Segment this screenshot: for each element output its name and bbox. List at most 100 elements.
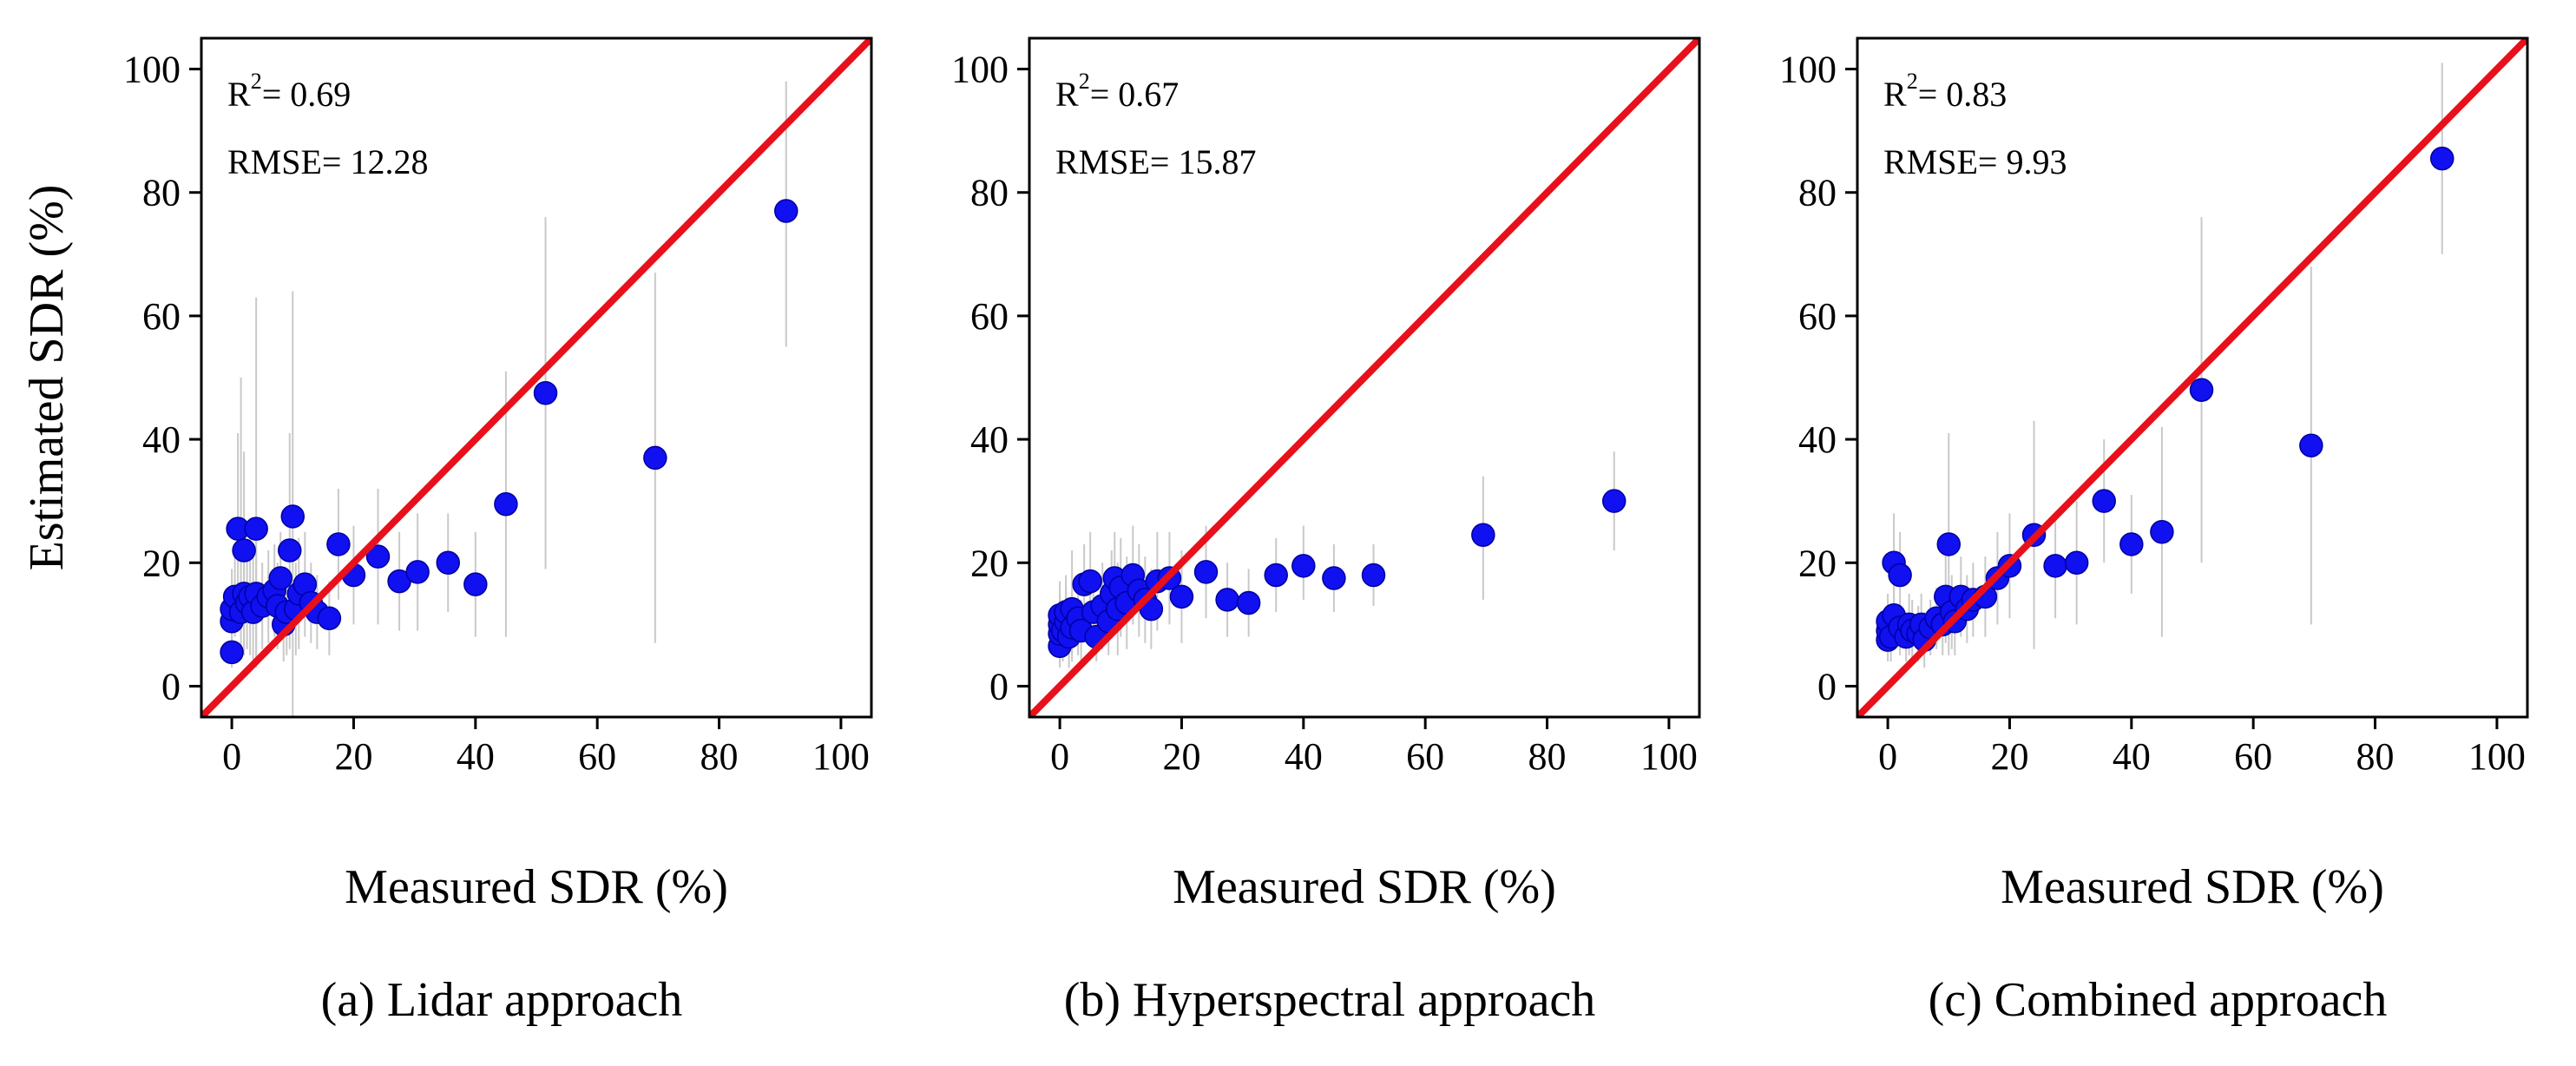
r-squared-label: R2= 0.67 [1055, 69, 1179, 114]
data-point [2189, 378, 2214, 402]
panel-caption: (a) Lidar approach [321, 973, 683, 1027]
x-axis-title: Measured SDR (%) [2001, 860, 2384, 914]
x-tick-label: 0 [222, 735, 241, 778]
y-tick-label: 60 [142, 295, 181, 338]
y-tick-label: 0 [1817, 665, 1837, 707]
x-tick-label: 20 [1990, 735, 2028, 778]
x-tick-label: 0 [1878, 735, 1897, 778]
one-to-one-line [1029, 38, 1699, 717]
x-tick-label: 40 [457, 735, 495, 778]
panel-caption: (c) Combined approach [1929, 973, 2388, 1027]
data-point [1236, 590, 1261, 615]
data-point [643, 445, 667, 470]
r-squared-label: R2= 0.69 [227, 69, 351, 114]
data-point [405, 560, 430, 584]
plot-frame [1856, 36, 2529, 719]
data-points [1876, 146, 2454, 652]
data-point [1193, 560, 1219, 584]
y-tick-label: 0 [989, 665, 1009, 707]
data-point [244, 517, 268, 541]
data-point [1601, 489, 1626, 513]
x-tick-label: 40 [1285, 735, 1323, 778]
data-point [533, 381, 558, 405]
y-tick-label: 40 [970, 418, 1009, 461]
y-tick-label: 80 [1798, 172, 1837, 214]
data-point [2092, 489, 2116, 513]
data-point [2299, 433, 2323, 457]
data-point [2150, 519, 2174, 544]
y-tick-label: 40 [142, 418, 181, 461]
data-point [494, 491, 518, 517]
r-squared-exponent: 2 [1907, 69, 1918, 94]
data-point [1936, 532, 1962, 556]
data-point [2119, 532, 2144, 556]
y-tick-label: 20 [970, 542, 1009, 584]
data-point [317, 606, 342, 631]
data-point [280, 504, 306, 529]
data-point [232, 538, 256, 563]
data-point [1361, 563, 1386, 588]
data-point [1291, 554, 1316, 578]
x-tick-label: 100 [2468, 735, 2526, 778]
data-points [1048, 489, 1626, 658]
y-tick-label: 80 [142, 172, 181, 214]
x-axis-title: Measured SDR (%) [345, 860, 728, 914]
panel-lidar: 0 20 40 60 80 100 0 20 40 60 80 100 R2= 0.69 RMSE= 12… [20, 36, 873, 1027]
y-tick-label: 60 [970, 295, 1009, 338]
data-point [1169, 584, 1194, 609]
y-tick-label: 100 [123, 49, 181, 91]
data-point [436, 550, 460, 576]
x-tick-label: 60 [1406, 735, 1444, 778]
y-tick-label: 40 [1798, 418, 1837, 461]
one-to-one-line [201, 38, 871, 717]
one-to-one-line [1857, 38, 2527, 717]
y-axis-title: Estimated SDR (%) [20, 185, 74, 571]
plot-frame [1028, 36, 1701, 719]
data-point [1322, 566, 1346, 590]
rmse-label: RMSE= 9.93 [1883, 142, 2067, 181]
x-tick-label: 80 [2356, 735, 2395, 778]
x-tick-label: 100 [1640, 735, 1698, 778]
rmse-label: RMSE= 15.87 [1055, 142, 1256, 181]
x-axis-title: Measured SDR (%) [1173, 860, 1556, 914]
y-tick-label: 0 [161, 665, 181, 707]
x-tick-label: 60 [2234, 735, 2272, 778]
panel-hyperspectral: 0 20 40 60 80 100 0 20 40 60 80 100 R2= 0.67 RMSE= 15… [951, 36, 1701, 1027]
data-point [463, 572, 488, 596]
x-tick-label: 60 [578, 735, 616, 778]
r-squared-value: = 0.69 [262, 75, 352, 114]
r-squared-exponent: 2 [1079, 69, 1090, 94]
x-tick-label: 80 [700, 735, 739, 778]
y-tick-label: 60 [1798, 295, 1837, 338]
r-squared-value: = 0.83 [1918, 75, 2008, 114]
data-point [1471, 523, 1495, 548]
data-point [1215, 588, 1239, 612]
y-tick-label: 100 [951, 49, 1009, 91]
data-point [220, 640, 244, 665]
x-tick-label: 20 [334, 735, 372, 778]
data-point [268, 566, 292, 590]
data-point [2043, 554, 2067, 578]
data-point [2064, 550, 2089, 576]
y-tick-label: 100 [1779, 49, 1837, 91]
x-tick-label: 40 [2113, 735, 2151, 778]
r-squared-symbol: R [1055, 75, 1079, 114]
data-point [1078, 569, 1102, 594]
data-point [1264, 563, 1288, 588]
data-point [1888, 563, 1912, 588]
r-squared-value: = 0.67 [1090, 75, 1180, 114]
data-point [278, 538, 302, 563]
plot-frame [200, 36, 873, 719]
rmse-label: RMSE= 12.28 [227, 142, 428, 181]
x-tick-label: 100 [812, 735, 870, 778]
r-squared-label: R2= 0.83 [1883, 69, 2007, 114]
y-tick-label: 20 [142, 542, 181, 584]
r-squared-exponent: 2 [251, 69, 262, 94]
data-points [220, 199, 798, 665]
data-point [326, 532, 351, 556]
panel-caption: (b) Hyperspectral approach [1064, 973, 1596, 1027]
y-tick-label: 20 [1798, 542, 1837, 584]
r-squared-symbol: R [1883, 75, 1907, 114]
data-point [2429, 146, 2454, 171]
